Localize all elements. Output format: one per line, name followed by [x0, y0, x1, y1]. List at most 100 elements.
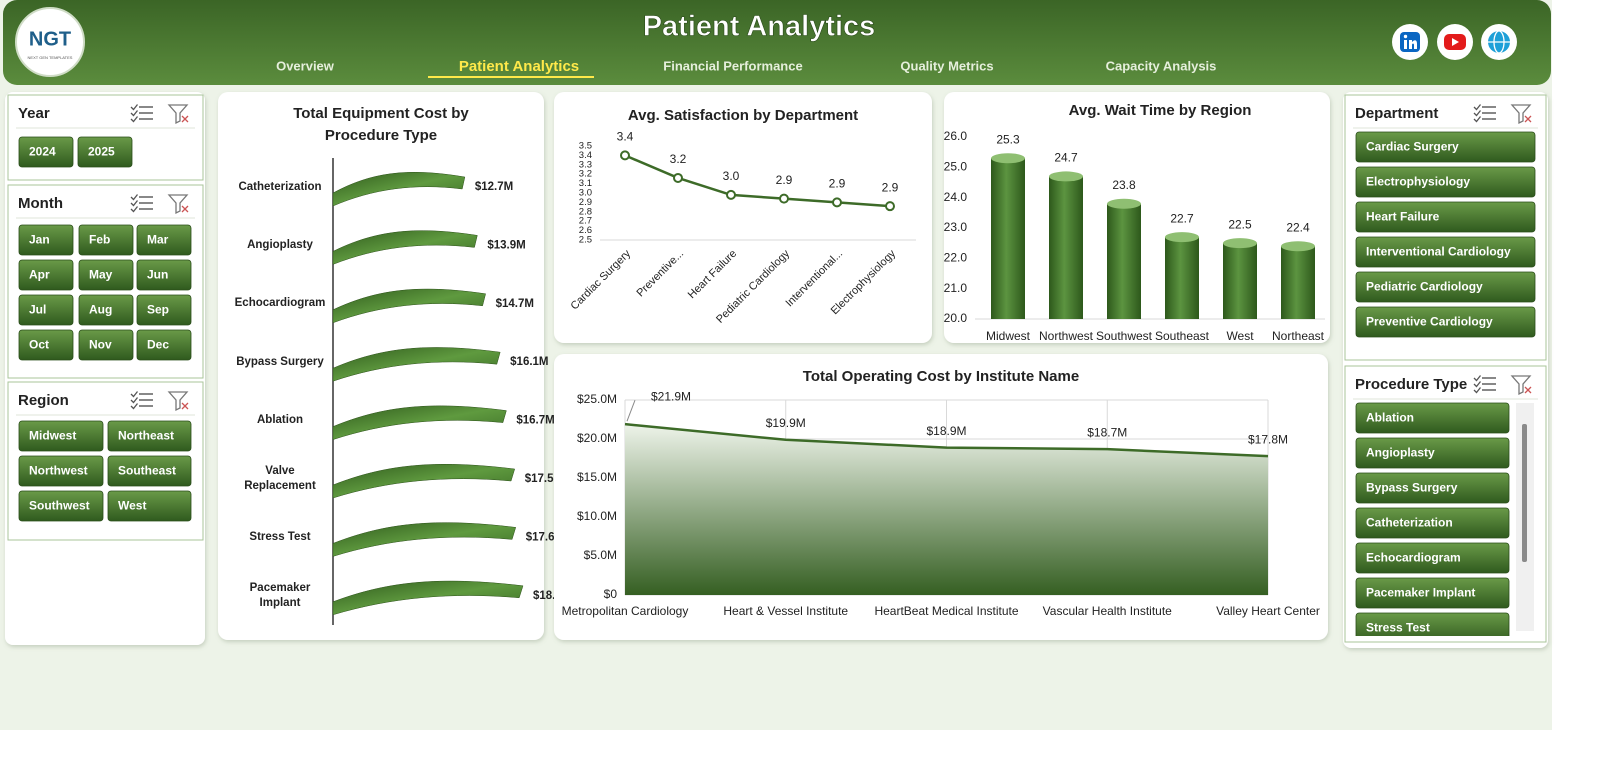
y-tick-label: Ablation: [257, 414, 303, 427]
slicer-button[interactable]: Oct: [18, 329, 74, 361]
multi-select-icon[interactable]: [1473, 375, 1496, 394]
slicer-button[interactable]: Cardiac Surgery: [1355, 131, 1536, 163]
button-face: [1355, 542, 1510, 574]
page-title: Patient Analytics: [643, 11, 876, 43]
youtube-icon[interactable]: [1437, 24, 1473, 60]
slicer-button[interactable]: Catheterization: [1355, 507, 1510, 539]
y-tick-label: Angioplasty: [247, 238, 313, 251]
button-face: [1355, 507, 1510, 539]
slicer-button[interactable]: Echocardiogram: [1355, 542, 1510, 574]
y-tick-label-box: Echocardiogram: [235, 297, 326, 309]
button-face: [1355, 402, 1510, 434]
slicer-button[interactable]: Jul: [18, 294, 74, 326]
data-label: 22.5: [1228, 217, 1252, 231]
slicer-button[interactable]: Ablation: [1355, 402, 1510, 434]
icon-x: [1524, 386, 1532, 394]
header-bar: [3, 0, 1551, 85]
button-face: [18, 224, 74, 256]
nav-tab[interactable]: Financial Performance: [663, 58, 802, 73]
slicer-button[interactable]: Angioplasty: [1355, 437, 1510, 469]
multi-select-icon[interactable]: [1473, 104, 1496, 123]
icon-x: [181, 402, 189, 410]
slicer-button[interactable]: Jun: [136, 259, 192, 291]
clear-filter-icon[interactable]: [167, 194, 189, 215]
button-label: Sep: [147, 303, 169, 317]
button-label: Apr: [29, 268, 50, 282]
slicer-button[interactable]: West: [107, 490, 192, 522]
data-label: 24.7: [1054, 151, 1078, 165]
chart-card: [554, 92, 932, 343]
slicer-button[interactable]: Nov: [78, 329, 134, 361]
button-face: [1355, 166, 1536, 198]
multi-select-icon[interactable]: [130, 104, 153, 123]
x-tick-label: Southwest: [1096, 329, 1153, 343]
linkedin-icon[interactable]: [1392, 24, 1428, 60]
nav-tab[interactable]: Quality Metrics: [900, 58, 993, 73]
data-label: $21.9M: [651, 389, 691, 403]
nav-tab[interactable]: Overview: [276, 58, 335, 73]
slicer-button[interactable]: 2025: [77, 136, 133, 168]
slicer-button[interactable]: Bypass Surgery: [1355, 472, 1510, 504]
slicer-button[interactable]: Pacemaker Implant: [1355, 577, 1510, 609]
chart-title-box: Total Equipment Cost by Procedure Type: [293, 105, 469, 144]
logo-text: NGT: [29, 28, 71, 50]
x-tick-label: Heart & Vessel Institute: [723, 604, 848, 618]
line-point: [620, 150, 630, 161]
bar-top: [1165, 232, 1199, 243]
clear-filter-icon[interactable]: [167, 391, 189, 412]
slicer-button[interactable]: Southeast: [107, 455, 192, 487]
y-tick-label: Stress Test: [249, 530, 311, 543]
slicer-button[interactable]: Preventive Cardiology: [1355, 306, 1536, 338]
scrollbar-thumb[interactable]: [1522, 424, 1527, 562]
slicer-button[interactable]: May: [78, 259, 134, 291]
slicer-button[interactable]: Aug: [78, 294, 134, 326]
icon-check: [130, 200, 139, 207]
y-tick-label: 2.5: [579, 235, 592, 246]
slicer-button[interactable]: 2024: [18, 136, 74, 168]
slicer-button[interactable]: Sep: [136, 294, 192, 326]
slicer-button[interactable]: Interventional Cardiology: [1355, 236, 1536, 268]
slicer-button[interactable]: Heart Failure: [1355, 201, 1536, 233]
slicer-button[interactable]: Jan: [18, 224, 74, 256]
clear-filter-icon[interactable]: [167, 104, 189, 125]
y-tick-label: Valve Replacement: [244, 465, 316, 492]
slicer-button[interactable]: Dec: [136, 329, 192, 361]
clear-filter-icon[interactable]: [1510, 375, 1532, 396]
y-tick-label: 2.9: [579, 197, 592, 208]
button-label: Midwest: [29, 429, 76, 443]
bar: [332, 347, 501, 382]
y-tick-label: 21.0: [944, 281, 968, 295]
slicer-list: Ablation Angioplasty Bypass Surgery Cathete…: [1355, 402, 1510, 643]
button-label: Nov: [89, 338, 112, 352]
slicer-button[interactable]: Electrophysiology: [1355, 166, 1536, 198]
slicer-title: Month: [18, 195, 63, 212]
website-icon[interactable]: [1481, 24, 1517, 60]
bar: [1223, 243, 1257, 319]
slicer-button[interactable]: Midwest: [18, 420, 104, 452]
slicer-title: Department: [1355, 105, 1438, 122]
button-label: 2025: [88, 145, 115, 159]
nav-tab-active[interactable]: Patient Analytics: [459, 58, 579, 75]
nav-tab[interactable]: Capacity Analysis: [1106, 58, 1217, 73]
bar-top: [1107, 198, 1141, 209]
slicer-button[interactable]: Feb: [78, 224, 134, 256]
multi-select-icon[interactable]: [130, 194, 153, 213]
data-label: $18.7M: [1087, 425, 1127, 439]
button-label: Echocardiogram: [1366, 551, 1461, 565]
clear-filter-icon[interactable]: [1510, 104, 1532, 125]
slicer-button[interactable]: Southwest: [18, 490, 104, 522]
slicer-button[interactable]: Mar: [136, 224, 192, 256]
icon-glyph: [1452, 38, 1459, 46]
multi-select-icon[interactable]: [130, 391, 153, 410]
slicer-button[interactable]: Northeast: [107, 420, 192, 452]
x-tick-label: Northeast: [1272, 329, 1325, 343]
slicer-button[interactable]: Pediatric Cardiology: [1355, 271, 1536, 303]
button-label: Jun: [147, 268, 168, 282]
slicer-button[interactable]: Stress Test: [1355, 612, 1510, 643]
slicer-button[interactable]: Apr: [18, 259, 74, 291]
button-label: Feb: [89, 233, 110, 247]
button-label: Mar: [147, 233, 169, 247]
button-face: [18, 420, 104, 452]
slicer-button[interactable]: Northwest: [18, 455, 104, 487]
button-face: [107, 455, 192, 487]
